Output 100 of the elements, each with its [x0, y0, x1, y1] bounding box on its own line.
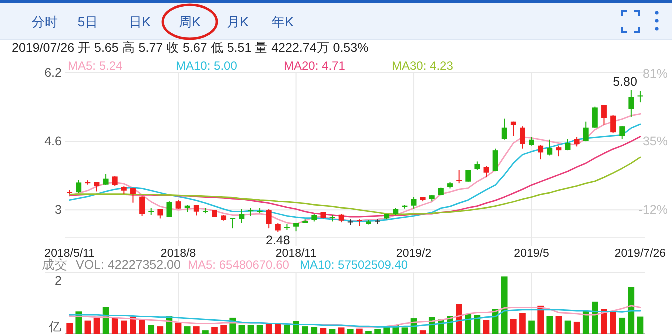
bar — [284, 325, 290, 334]
bar — [592, 302, 598, 334]
bar — [94, 318, 100, 334]
bar — [456, 304, 462, 334]
candlestick — [547, 139, 553, 156]
bar — [266, 324, 272, 334]
y-tick-label: 4.6 — [44, 134, 62, 149]
candlestick — [510, 121, 516, 136]
text: MA5: 5.24 — [68, 59, 124, 73]
annotation: 2.48 — [266, 233, 290, 248]
bar — [610, 311, 616, 334]
bar — [311, 327, 318, 334]
text: 日K — [129, 14, 152, 30]
text: 分时 — [32, 14, 58, 30]
y2-tick-label: 81% — [642, 67, 668, 82]
candlestick — [194, 204, 200, 216]
line-series — [69, 156, 642, 216]
candlestick — [628, 90, 634, 118]
x-tick-label: 2018/11 — [276, 248, 317, 260]
text: 2 — [55, 274, 62, 288]
bar — [528, 320, 535, 334]
bar — [157, 326, 164, 334]
bar — [619, 318, 626, 334]
x-tick-label: 2019/2 — [396, 248, 432, 260]
bar — [193, 326, 200, 334]
bar — [329, 329, 336, 334]
text: 周K — [179, 14, 202, 30]
text: 5日 — [78, 14, 98, 30]
candlestick — [502, 118, 508, 140]
bar — [121, 320, 128, 334]
candlestick — [520, 126, 526, 150]
bar — [420, 330, 426, 334]
bar — [84, 320, 92, 334]
bar — [402, 328, 408, 334]
text: MA30: 4.23 — [392, 59, 454, 73]
candlestick — [456, 170, 462, 184]
bar — [510, 319, 517, 334]
bar — [112, 318, 118, 334]
bar — [366, 331, 372, 334]
bar — [66, 323, 73, 334]
text: 年K — [272, 14, 294, 30]
y-tick-label: 3 — [55, 203, 62, 218]
bar — [148, 325, 155, 334]
x-tick-label: 2019/5 — [514, 248, 550, 260]
text: 月K — [227, 14, 250, 30]
candlestick — [638, 90, 644, 104]
bar — [220, 325, 227, 334]
bar — [184, 326, 191, 334]
bar — [356, 328, 363, 334]
candlestick — [620, 126, 626, 140]
candlestick — [103, 174, 109, 186]
text: MA10: 57502509.40 — [300, 258, 408, 272]
candlestick — [166, 201, 172, 218]
y2-tick-label: 35% — [642, 134, 668, 148]
text: MA10: 5.00 — [176, 59, 238, 73]
candlestick — [556, 145, 562, 158]
candlestick — [266, 208, 272, 230]
bar — [202, 330, 209, 334]
bar — [302, 326, 308, 334]
bar — [520, 313, 526, 334]
x-tick-label: 2018/5/11 — [44, 248, 95, 260]
bar — [637, 316, 644, 334]
bar — [628, 287, 635, 334]
candlestick — [583, 121, 589, 142]
candlestick — [538, 144, 544, 160]
x-tick-label: 2018/8 — [160, 248, 196, 260]
chart-title: 2019/07/26 开 5.65 高 5.77 收 5.67 低 5.51 量 4222.74万 0.53% — [12, 40, 369, 55]
bar — [175, 323, 182, 334]
candlestick — [130, 187, 136, 204]
text: VOL: 42227352.00 — [76, 258, 181, 272]
candlestick — [239, 208, 245, 224]
bar — [601, 309, 608, 334]
candlestick — [602, 104, 607, 126]
bar — [546, 316, 554, 334]
bar — [574, 322, 580, 334]
bar — [556, 316, 562, 334]
candlestick — [610, 114, 616, 134]
bar — [501, 276, 508, 334]
bar — [130, 316, 136, 334]
bar — [374, 329, 381, 334]
bar — [238, 325, 246, 334]
text: 成交 — [42, 257, 68, 272]
candlestick — [230, 218, 236, 230]
bar — [347, 329, 354, 334]
candlestick — [574, 136, 580, 148]
candlestick — [411, 196, 417, 210]
bar — [139, 319, 146, 334]
candlestick — [484, 166, 490, 178]
annotation: 5.80 — [613, 75, 638, 90]
x-tick-label: 2019/7/26 — [614, 248, 666, 260]
y-tick-label: 6.2 — [44, 66, 62, 80]
bar — [248, 325, 254, 334]
text: MA20: 4.71 — [284, 59, 346, 73]
bar — [564, 320, 572, 334]
bar — [338, 328, 345, 334]
bar — [465, 314, 472, 334]
bar — [320, 328, 327, 334]
candlestick — [492, 148, 498, 172]
bar — [256, 325, 264, 334]
bar — [212, 327, 218, 334]
